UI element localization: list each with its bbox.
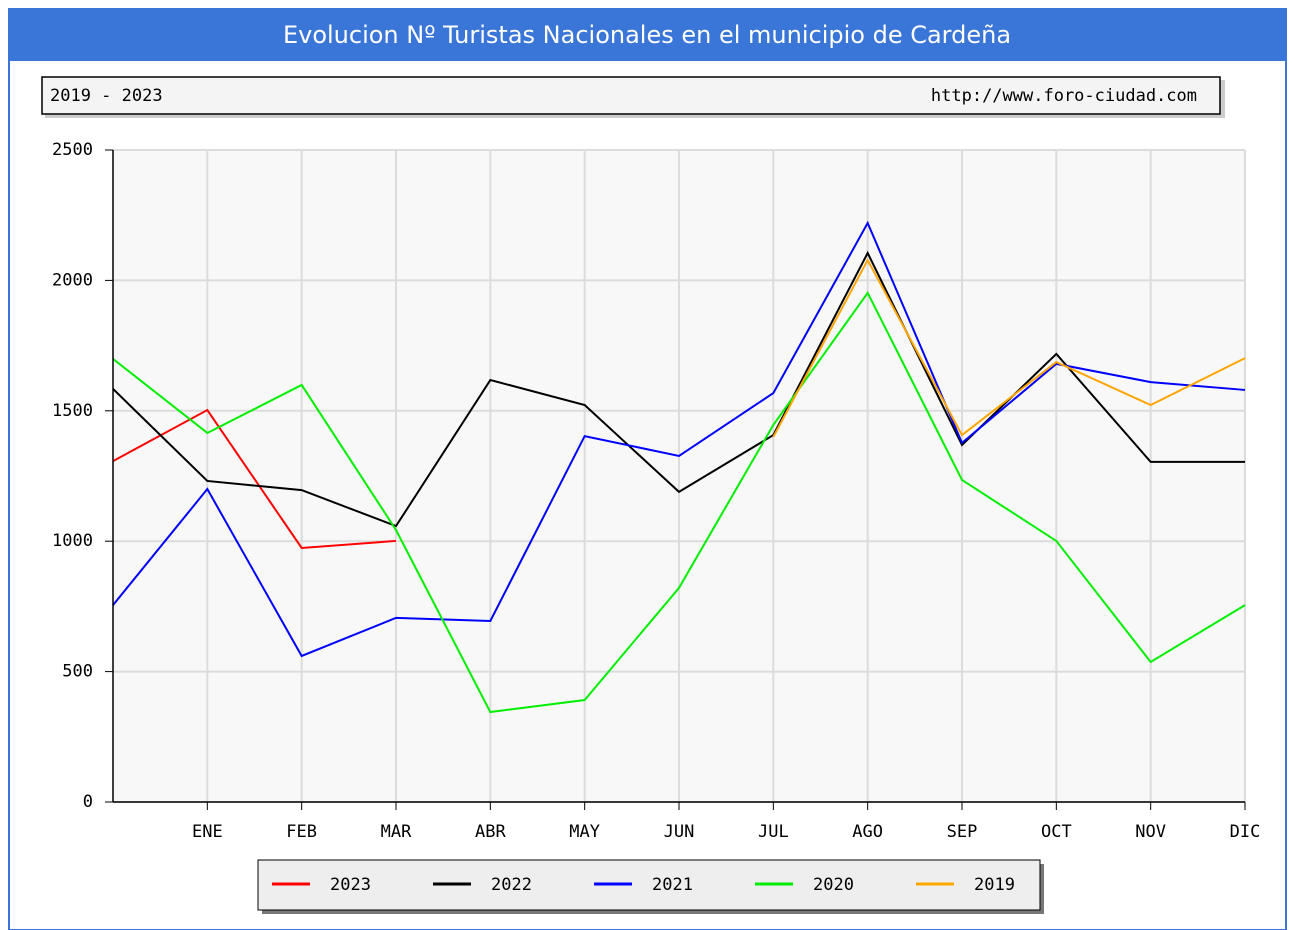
x-tick-label: OCT — [1041, 822, 1072, 842]
legend-label: 2023 — [330, 875, 371, 895]
series-line — [772, 257, 1246, 438]
x-tick-label: MAR — [381, 822, 412, 842]
legend-label: 2020 — [813, 875, 854, 895]
series-line — [112, 220, 1246, 658]
y-tick-label: 500 — [62, 662, 93, 682]
series-line — [112, 250, 1245, 528]
x-tick-label: ABR — [475, 822, 506, 842]
x-tick-label: MAY — [569, 822, 600, 842]
x-tick-label: AGO — [852, 822, 883, 842]
y-tick-label: 1500 — [52, 401, 93, 421]
y-tick-label: 2000 — [52, 270, 93, 290]
x-tick-label: JUN — [664, 822, 695, 842]
x-tick-label: JUL — [758, 822, 789, 842]
y-tick-label: 2500 — [52, 140, 93, 160]
x-tick-label: ENE — [192, 822, 223, 842]
x-tick-label: NOV — [1135, 822, 1166, 842]
x-tick-label: SEP — [947, 822, 978, 842]
subtitle: 2019 - 2023 — [50, 86, 163, 106]
title-bar — [9, 9, 1286, 61]
series-line — [112, 290, 1246, 714]
x-tick-label: DIC — [1230, 822, 1261, 842]
chart-title: Evolucion Nº Turistas Nacionales en el m… — [283, 21, 1011, 49]
legend-label: 2021 — [652, 875, 693, 895]
legend — [257, 859, 1041, 911]
y-tick-label: 0 — [83, 792, 93, 812]
x-tick-label: FEB — [286, 822, 317, 842]
subtitle-box — [41, 76, 1221, 115]
legend-label: 2019 — [974, 875, 1015, 895]
y-tick-label: 1000 — [52, 531, 93, 551]
source: http://www.foro-ciudad.com — [931, 86, 1197, 106]
legend-label: 2022 — [491, 875, 532, 895]
